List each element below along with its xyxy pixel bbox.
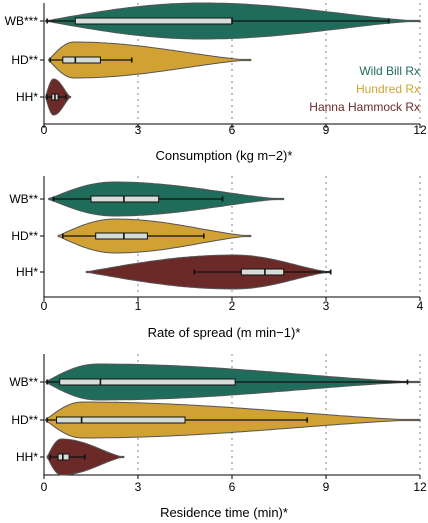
x-tick-label: 4	[417, 299, 424, 313]
iqr-box	[95, 232, 148, 240]
x-tick-label: 0	[41, 123, 48, 137]
x-axis-title: Consumption (kg m−2)*	[156, 148, 293, 163]
violin-hd	[48, 41, 252, 79]
iqr-box	[90, 195, 160, 203]
category-label-wb: WB**	[9, 375, 38, 389]
x-tick-label: 9	[323, 480, 330, 494]
x-tick-label: 12	[413, 480, 427, 494]
legend-entry-hundred: Hundred Rx	[356, 82, 420, 96]
legend-entry-hanna-hammock: Hanna Hammock Rx	[309, 100, 420, 114]
x-tick-label: 9	[323, 123, 330, 137]
legend: Wild Bill Rx Hundred Rx Hanna Hammock Rx	[309, 64, 420, 114]
x-tick-label: 0	[41, 480, 48, 494]
category-label-hd: HD**	[11, 53, 38, 67]
category-label-wb: WB**	[9, 192, 38, 206]
x-tick-label: 3	[135, 480, 142, 494]
category-label-wb: WB***	[5, 14, 39, 28]
x-tick-label: 2	[229, 299, 236, 313]
x-tick-label: 3	[323, 299, 330, 313]
category-label-hh: HH*	[16, 265, 38, 279]
x-tick-label: 3	[135, 123, 142, 137]
x-axis-title: Residence time (min)*	[160, 505, 288, 520]
category-label-hh: HH*	[16, 90, 38, 104]
rate-of-spread-panel: 0 1 2 3 4 Rate of spread (m min−1)* WB** HD** HH…	[9, 176, 424, 340]
residence-time-panel: 0 3 6 9 12 Residence time (min)* WB** HD** HH*	[9, 354, 427, 520]
x-tick-label: 0	[41, 299, 48, 313]
iqr-box	[74, 17, 233, 25]
consumption-panel: 0 3 6 9 12 Consumption (kg m−2)* WB*** HD** HH*	[5, 2, 427, 163]
iqr-box	[56, 416, 186, 424]
x-tick-label: 6	[229, 123, 236, 137]
iqr-box	[59, 378, 236, 386]
iqr-box	[62, 56, 101, 64]
category-label-hd: HD**	[11, 413, 38, 427]
x-tick-label: 1	[135, 299, 142, 313]
x-tick-label: 6	[229, 480, 236, 494]
category-label-hh: HH*	[16, 450, 38, 464]
category-label-hd: HD**	[11, 229, 38, 243]
x-axis-title: Rate of spread (m min−1)*	[148, 325, 301, 340]
legend-entry-wild-bill: Wild Bill Rx	[359, 64, 420, 78]
x-tick-label: 12	[413, 123, 427, 137]
iqr-box	[240, 268, 285, 276]
